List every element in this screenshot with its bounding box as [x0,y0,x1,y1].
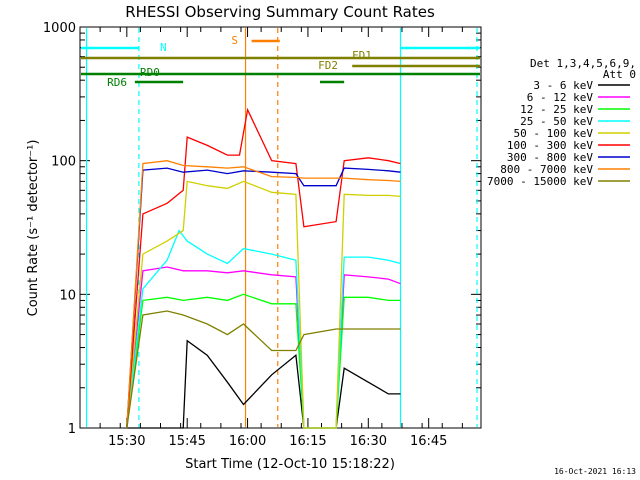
legend-label: 6 - 12 keV [527,91,594,104]
series-line-8 [126,310,401,429]
series-line-1 [126,266,401,429]
flag-label-rd0: RD0 [140,66,160,79]
series-line-7 [126,160,401,429]
plot-area: 1 10 100 1000 15:30 15:45 16:00 16:15 16:30 16:45… [43,21,482,449]
legend-label: 3 - 6 keV [533,79,593,92]
y-tick-label: 100 [51,155,76,170]
x-axis-label: Start Time (12-Oct-10 15:18:22) [185,457,395,472]
timestamp: 16-Oct-2021 16:13 [554,467,636,476]
flag-label-fd1: FD1 [352,49,372,62]
series-line-6 [126,167,401,429]
legend-label: 25 - 50 keV [520,115,593,128]
x-tick-label: 16:30 [350,434,387,449]
flag-label-rd6: RD6 [107,76,127,89]
flag-label-n: N [160,41,167,54]
legend-label: 50 - 100 keV [514,127,594,140]
x-tick-label: 16:00 [229,434,266,449]
series-line-4 [126,180,401,429]
legend-label: 300 - 800 keV [507,151,593,164]
x-tick-label: 16:15 [289,434,326,449]
legend-header-line-2: Att 0 [603,68,636,81]
y-tick-label: 1000 [43,21,76,36]
y-axis-label: Count Rate (s⁻¹ detector⁻¹) [26,140,41,317]
x-tick-label: 16:45 [410,434,447,449]
plot-frame [79,26,482,429]
legend-header-line-1: Det 1,3,4,5,6,9, [530,57,636,70]
legend-label: 800 - 7000 keV [500,163,593,176]
series-line-5 [126,107,401,429]
legend-label: 7000 - 15000 keV [487,175,593,188]
series-line-0 [126,339,401,429]
y-tick-label: 10 [59,288,76,303]
chart-title: RHESSI Observing Summary Count Rates [125,3,435,21]
x-tick-label: 15:45 [168,434,205,449]
legend-label: 100 - 300 keV [507,139,593,152]
legend-label: 12 - 25 keV [520,103,593,116]
series-line-2 [126,293,401,429]
flag-label-fd2: FD2 [318,59,338,72]
flag-label-s: S [231,34,238,47]
x-tick-label: 15:30 [108,434,145,449]
series-line-3 [126,229,401,429]
y-tick-label: 1 [68,422,76,437]
